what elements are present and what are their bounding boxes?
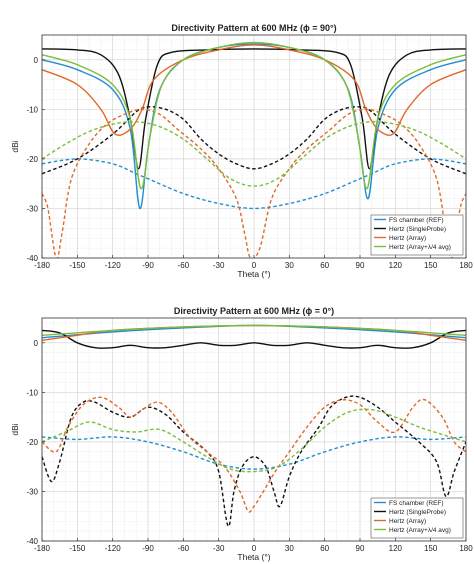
y-tick-label: 0 bbox=[34, 339, 39, 348]
y-axis-label: dBi bbox=[10, 140, 20, 152]
legend-entry: Hertz (Array+λ/4 avg) bbox=[389, 527, 451, 534]
chart-title: Directivity Pattern at 600 MHz (ϕ = 90°) bbox=[171, 23, 336, 33]
x-axis-label: Theta (°) bbox=[237, 552, 270, 562]
x-tick-label: -30 bbox=[213, 544, 225, 553]
series-line-2 bbox=[42, 158, 466, 210]
series-group bbox=[42, 324, 466, 527]
x-tick-label: 120 bbox=[389, 544, 403, 553]
y-tick-label: -30 bbox=[26, 204, 38, 213]
series-line-7 bbox=[42, 324, 466, 336]
series-line-3 bbox=[42, 329, 466, 349]
y-tick-label: -40 bbox=[26, 254, 38, 263]
series-group bbox=[42, 41, 466, 258]
y-axis-label: dBi bbox=[10, 423, 20, 435]
legend-entry: Hertz (Array) bbox=[389, 235, 426, 242]
series-line-4 bbox=[42, 106, 466, 175]
x-axis-label: Theta (°) bbox=[237, 269, 270, 279]
series-line-6 bbox=[42, 396, 466, 513]
x-tick-label: 150 bbox=[424, 261, 438, 270]
legend: FS chamber (REF) Hertz (SingleProbe) Hertz… bbox=[370, 214, 464, 256]
series-line-8 bbox=[42, 408, 466, 473]
x-tick-label: 180 bbox=[459, 544, 473, 553]
legend-box bbox=[370, 497, 464, 539]
y-tick-label: 0 bbox=[34, 56, 39, 65]
series-line-3 bbox=[42, 48, 466, 170]
x-tick-label: -90 bbox=[142, 544, 154, 553]
y-tick-label: -10 bbox=[26, 105, 38, 114]
y-tick-label: -20 bbox=[26, 155, 38, 164]
legend-entry: Hertz (SingleProbe) bbox=[389, 509, 446, 516]
y-tick-label: -30 bbox=[26, 487, 38, 496]
x-tick-label: 0 bbox=[252, 544, 257, 553]
legend-box bbox=[370, 214, 464, 256]
x-tick-label: -90 bbox=[142, 261, 154, 270]
legend-entry: Hertz (Array) bbox=[389, 518, 426, 525]
x-tick-label: 180 bbox=[459, 261, 473, 270]
y-tick-label: -10 bbox=[26, 388, 38, 397]
x-tick-label: -120 bbox=[105, 544, 122, 553]
legend-entry: FS chamber (REF) bbox=[389, 217, 444, 224]
y-tick-label: -20 bbox=[26, 438, 38, 447]
legend: FS chamber (REF) Hertz (SingleProbe) Hertz… bbox=[370, 497, 464, 539]
y-tick-label: -40 bbox=[26, 537, 38, 546]
x-tick-label: 150 bbox=[424, 544, 438, 553]
series-line-5 bbox=[42, 44, 466, 136]
legend-entry: Hertz (SingleProbe) bbox=[389, 226, 446, 233]
legend-entry: FS chamber (REF) bbox=[389, 500, 444, 507]
x-tick-label: 60 bbox=[320, 544, 329, 553]
chart-title: Directivity Pattern at 600 MHz (ϕ = 0°) bbox=[174, 306, 334, 316]
x-tick-label: 30 bbox=[285, 544, 294, 553]
x-tick-label: -180 bbox=[34, 261, 51, 270]
x-tick-label: 90 bbox=[356, 261, 365, 270]
x-tick-label: 30 bbox=[285, 261, 294, 270]
legend-entry: Hertz (Array+λ/4 avg) bbox=[389, 244, 451, 251]
x-tick-label: -120 bbox=[105, 261, 122, 270]
x-tick-label: 90 bbox=[356, 544, 365, 553]
series-line-7 bbox=[42, 41, 466, 190]
x-tick-label: -150 bbox=[69, 261, 86, 270]
series-line-6 bbox=[42, 108, 466, 258]
x-tick-label: -60 bbox=[178, 261, 190, 270]
x-tick-label: -60 bbox=[178, 544, 190, 553]
x-tick-label: -150 bbox=[69, 544, 86, 553]
x-tick-label: -30 bbox=[213, 261, 225, 270]
series-line-2 bbox=[42, 436, 466, 470]
series-line-8 bbox=[42, 120, 466, 187]
x-tick-label: -180 bbox=[34, 544, 51, 553]
chart-panel-1: -180 -150 -120 -90 -60 -30 0 30 60 90 120 150 180 0 -1… bbox=[10, 23, 473, 279]
x-tick-label: 60 bbox=[320, 261, 329, 270]
chart-panel-2: -180 -150 -120 -90 -60 -30 0 30 60 90 120 150 180 0 -1… bbox=[10, 306, 473, 562]
x-tick-label: 0 bbox=[252, 261, 257, 270]
x-tick-label: 120 bbox=[389, 261, 403, 270]
